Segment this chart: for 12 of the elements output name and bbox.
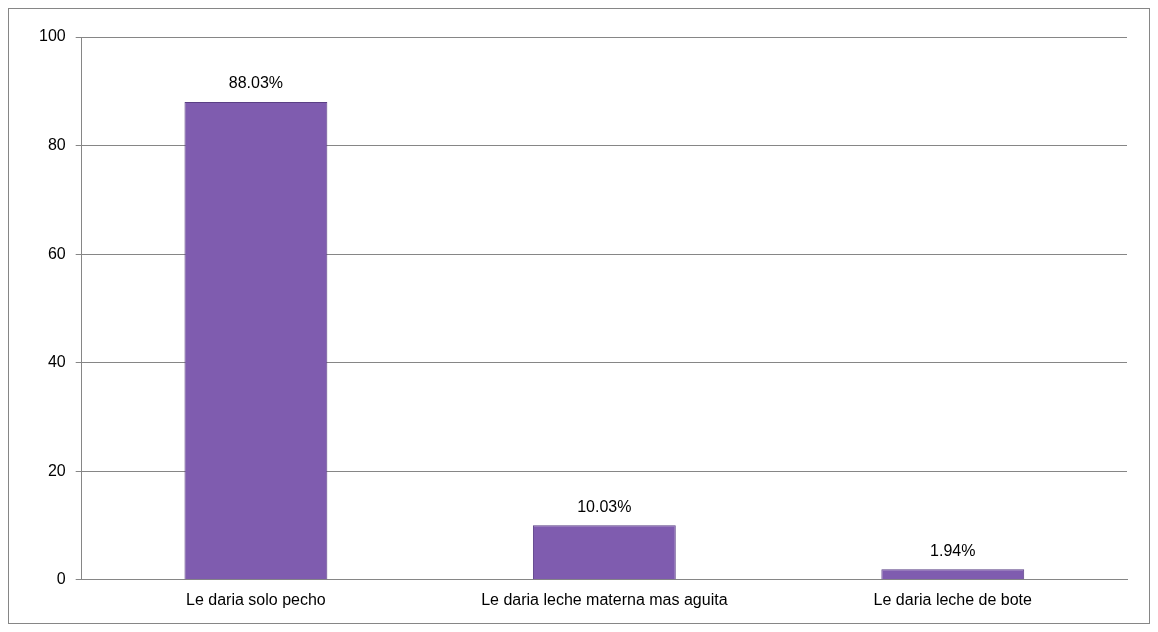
y-tick-label: 60 — [47, 244, 66, 262]
y-tick-label: 0 — [56, 570, 66, 588]
data-label: 10.03% — [577, 497, 632, 515]
x-tick-label: Le daria leche de bote — [873, 590, 1033, 608]
x-tick-label: Le daria solo pecho — [186, 590, 326, 608]
x-tick-label: Le daria leche materna mas aguita — [481, 590, 728, 608]
y-tick-label: 40 — [47, 353, 66, 371]
y-tick-label: 80 — [47, 135, 66, 153]
y-tick-label: 20 — [47, 461, 66, 479]
y-tick-label: 100 — [38, 27, 66, 45]
data-label: 88.03% — [228, 74, 284, 92]
data-label: 1.94% — [930, 541, 976, 559]
